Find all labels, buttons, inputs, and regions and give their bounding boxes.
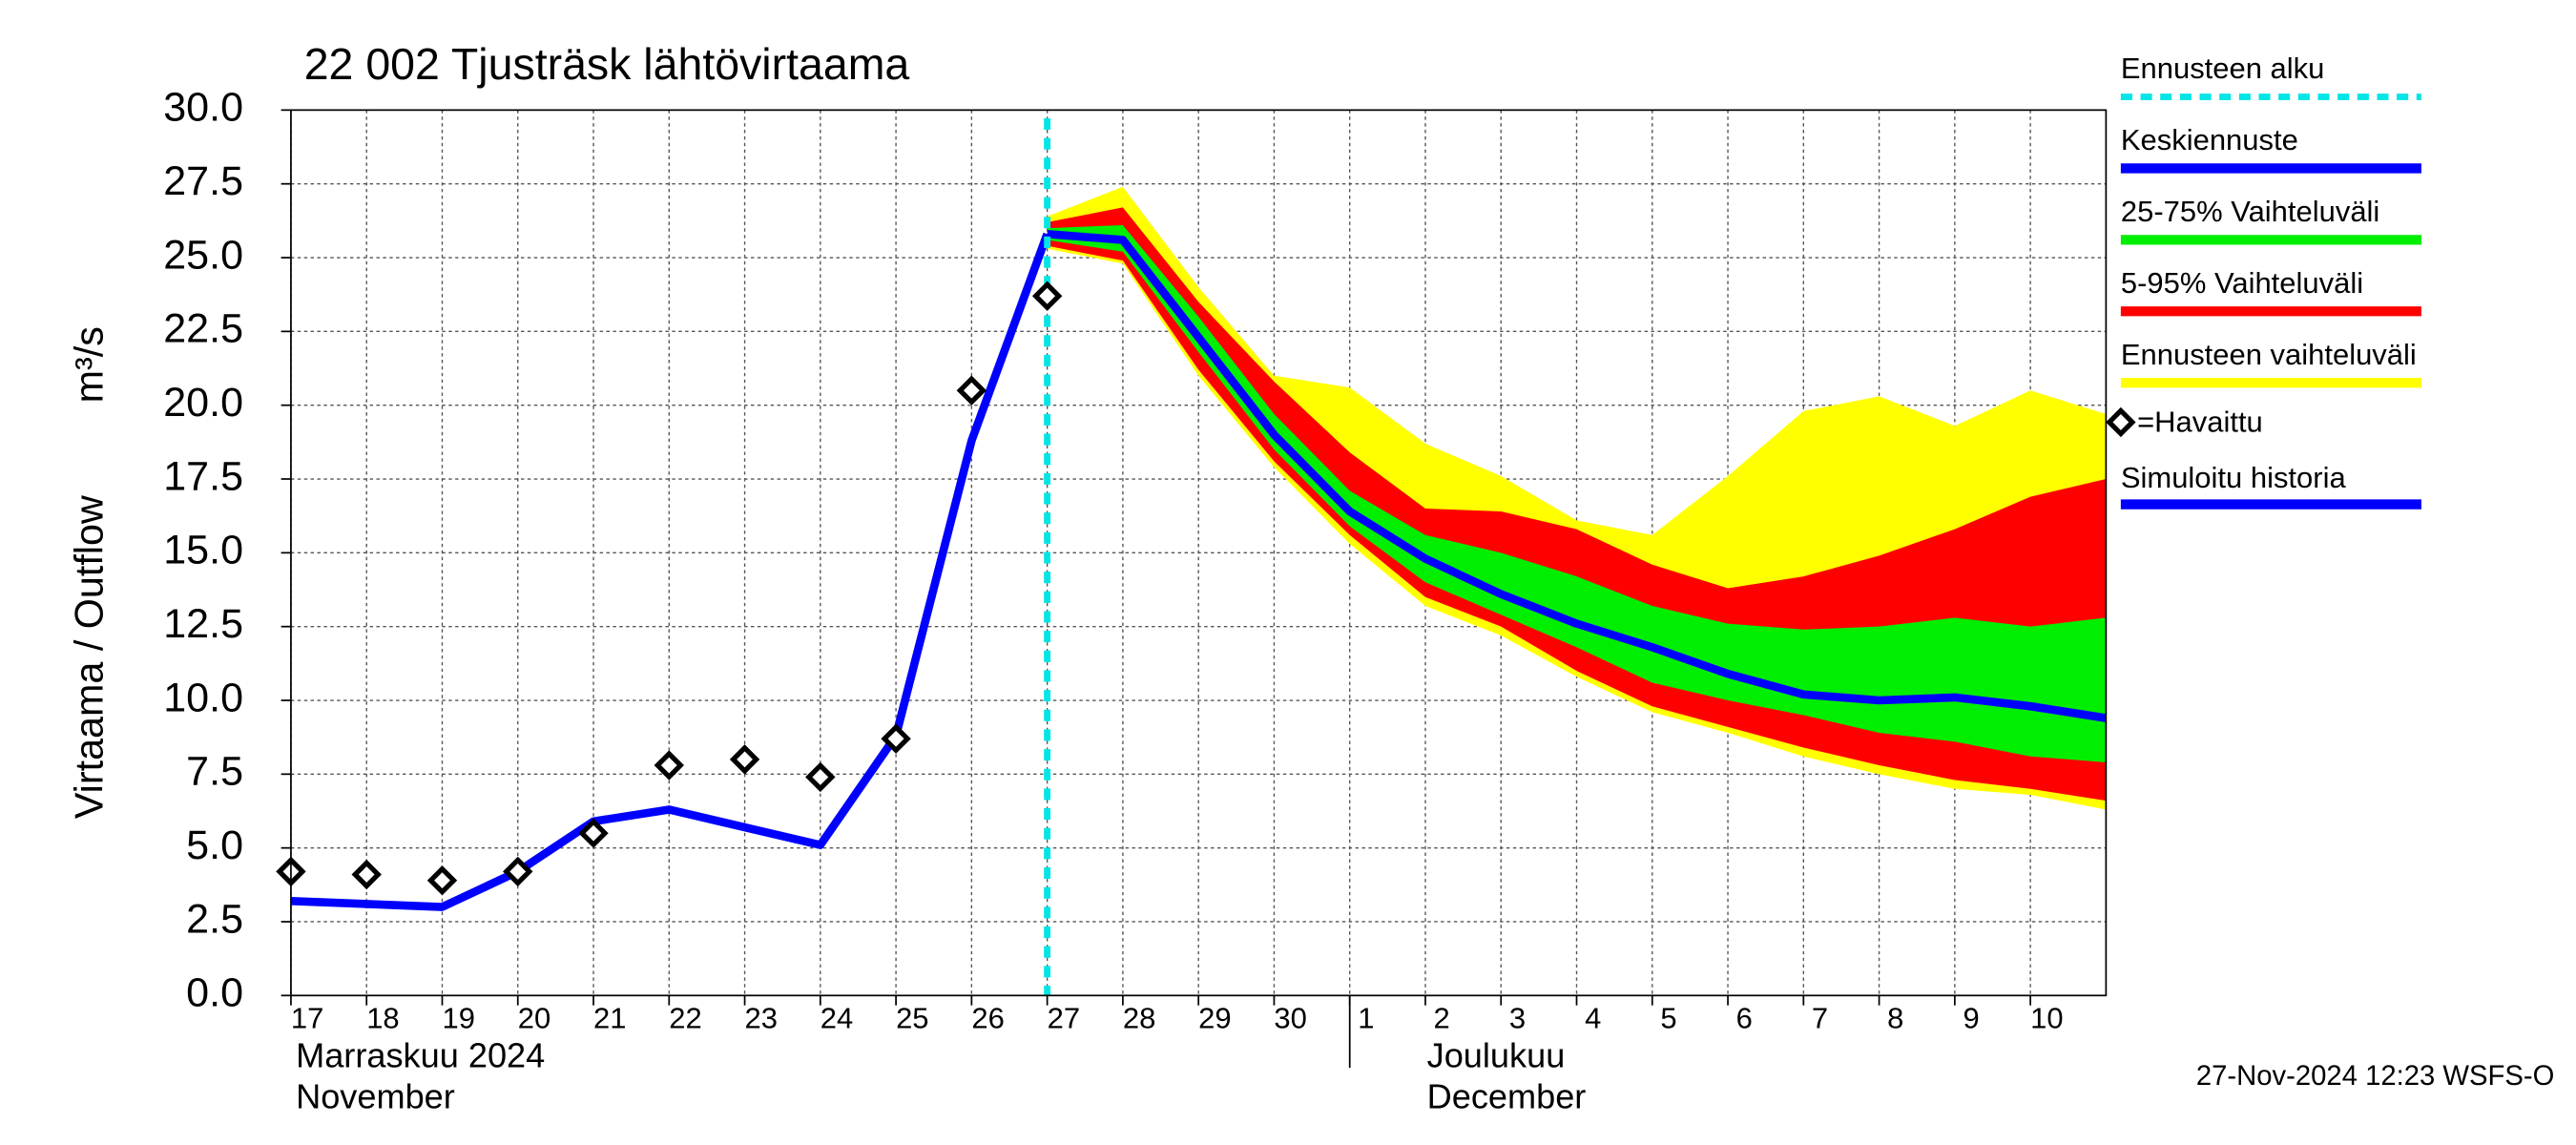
x-tick-label: 3 bbox=[1509, 1001, 1526, 1034]
x-tick-label: 28 bbox=[1123, 1001, 1155, 1034]
x-tick-label: 25 bbox=[896, 1001, 928, 1034]
x-tick-label: 2 bbox=[1434, 1001, 1450, 1034]
y-tick-label: 22.5 bbox=[163, 306, 243, 352]
x-tick-label: 5 bbox=[1660, 1001, 1676, 1034]
x-tick-label: 26 bbox=[971, 1001, 1004, 1034]
observed-point bbox=[881, 723, 911, 754]
footer: 27-Nov-2024 12:23 WSFS-O bbox=[2196, 1061, 2555, 1092]
simulated-line bbox=[290, 232, 1051, 911]
y-tick-label: 5.0 bbox=[186, 822, 243, 868]
y-tick-label: 30.0 bbox=[163, 85, 243, 131]
x-tick-label: 21 bbox=[593, 1001, 626, 1034]
legend-label: Keskiennuste bbox=[2121, 123, 2298, 156]
x-tick-label: 6 bbox=[1736, 1001, 1753, 1034]
y-axis-label: Virtaama / Outflow bbox=[68, 495, 112, 819]
y-tick-label: 27.5 bbox=[163, 158, 243, 204]
observed-point bbox=[503, 856, 533, 887]
plot-frame bbox=[290, 109, 2108, 997]
x-tick-label: 7 bbox=[1812, 1001, 1828, 1034]
x-tick-label: 9 bbox=[1963, 1001, 1979, 1034]
x-tick-label: 22 bbox=[669, 1001, 701, 1034]
x-tick-label: 19 bbox=[442, 1001, 474, 1034]
x-tick-label: 30 bbox=[1274, 1001, 1306, 1034]
chart-title: 22 002 Tjusträsk lähtövirtaama bbox=[304, 39, 910, 89]
observed-point bbox=[956, 375, 987, 406]
month-label: Joulukuu bbox=[1427, 1035, 1566, 1074]
y-tick-label: 20.0 bbox=[163, 380, 243, 426]
x-tick-label: 8 bbox=[1887, 1001, 1903, 1034]
forecast-band bbox=[1047, 224, 2107, 762]
y-tick-label: 10.0 bbox=[163, 675, 243, 720]
observed-point bbox=[805, 761, 836, 793]
legend-marker bbox=[2106, 406, 2136, 438]
x-tick-label: 23 bbox=[745, 1001, 778, 1034]
observed-point bbox=[654, 750, 684, 781]
observed-point bbox=[426, 864, 458, 896]
legend-label: 5-95% Vaihteluväli bbox=[2121, 266, 2363, 300]
x-tick-label: 29 bbox=[1198, 1001, 1231, 1034]
x-tick-label: 10 bbox=[2030, 1001, 2063, 1034]
x-tick-label: 24 bbox=[821, 1001, 853, 1034]
month-label: November bbox=[296, 1076, 455, 1115]
y-axis-unit: m³/s bbox=[68, 326, 112, 403]
y-tick-label: 7.5 bbox=[186, 749, 243, 795]
legend-label: Ennusteen alku bbox=[2121, 52, 2325, 85]
legend-label: Simuloitu historia bbox=[2121, 461, 2347, 494]
legend-label: 25-75% Vaihteluväli bbox=[2121, 195, 2379, 228]
x-tick-label: 27 bbox=[1048, 1001, 1080, 1034]
x-tick-label: 18 bbox=[366, 1001, 399, 1034]
y-tick-label: 15.0 bbox=[163, 528, 243, 573]
month-label: Marraskuu 2024 bbox=[296, 1035, 545, 1074]
legend-label: Ennusteen vaihteluväli bbox=[2121, 338, 2417, 371]
y-tick-label: 2.5 bbox=[186, 896, 243, 942]
x-tick-label: 1 bbox=[1358, 1001, 1374, 1034]
observed-point bbox=[351, 859, 382, 890]
observed-point bbox=[729, 744, 760, 775]
median-line bbox=[1047, 229, 2108, 722]
x-tick-label: 20 bbox=[518, 1001, 551, 1034]
y-tick-label: 0.0 bbox=[186, 970, 243, 1016]
y-tick-label: 17.5 bbox=[163, 453, 243, 499]
x-tick-label: 4 bbox=[1585, 1001, 1601, 1034]
month-label: December bbox=[1427, 1076, 1587, 1115]
x-tick-label: 17 bbox=[291, 1001, 323, 1034]
observed-point bbox=[578, 818, 609, 848]
observed-point bbox=[1031, 281, 1063, 311]
legend-label: =Havaittu bbox=[2137, 405, 2263, 438]
y-tick-label: 25.0 bbox=[163, 232, 243, 278]
y-tick-label: 12.5 bbox=[163, 601, 243, 647]
